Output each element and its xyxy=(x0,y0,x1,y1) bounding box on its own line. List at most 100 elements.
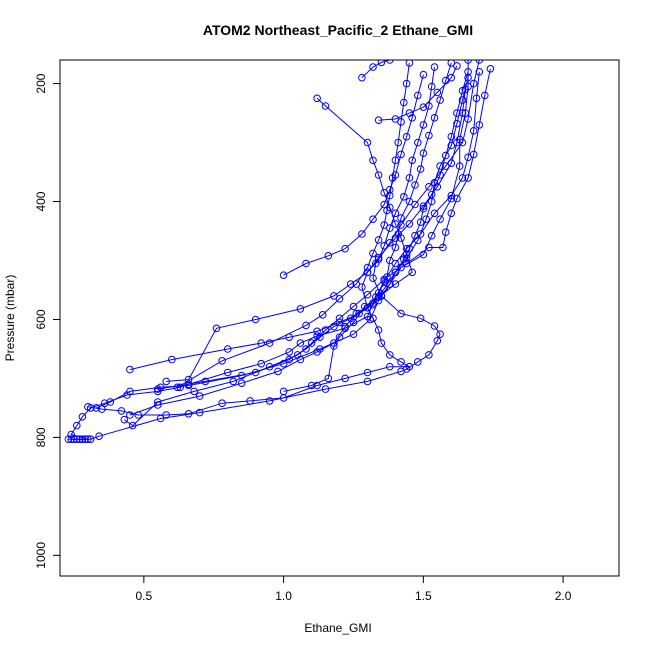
data-point xyxy=(380,221,389,229)
data-point xyxy=(427,82,436,91)
data-point xyxy=(464,115,472,123)
data-point xyxy=(265,397,274,405)
data-point xyxy=(441,151,450,160)
data-point xyxy=(458,174,467,182)
data-point xyxy=(363,263,372,272)
data-point xyxy=(469,150,478,159)
data-point xyxy=(414,138,422,147)
data-point xyxy=(447,141,456,150)
data-point xyxy=(402,79,411,88)
data-point xyxy=(223,368,232,377)
data-point xyxy=(439,243,447,252)
data-point xyxy=(126,387,134,396)
data-point xyxy=(341,374,349,383)
data-point xyxy=(414,358,422,366)
data-point xyxy=(318,311,327,319)
data-point xyxy=(472,94,481,103)
data-point xyxy=(391,156,400,165)
x-axis: 0.5 1.0 1.5 2.0 xyxy=(136,575,572,603)
data-point xyxy=(173,383,182,392)
data-point xyxy=(377,60,386,67)
data-point xyxy=(302,259,310,268)
data-point xyxy=(386,256,394,265)
x-tick-label: 1.0 xyxy=(275,589,292,603)
data-point xyxy=(313,381,321,390)
data-point xyxy=(402,132,411,141)
y-tick-label: 600 xyxy=(34,309,48,329)
data-point xyxy=(223,345,232,353)
data-point xyxy=(313,94,321,103)
data-point xyxy=(369,215,377,223)
data-point xyxy=(427,231,436,240)
data-point xyxy=(117,407,126,415)
data-point xyxy=(307,339,316,347)
data-point xyxy=(195,392,204,400)
data-point xyxy=(397,309,405,318)
data-point xyxy=(341,244,349,253)
data-point xyxy=(335,314,344,323)
data-point xyxy=(279,271,288,280)
data-point xyxy=(486,65,495,73)
data-point xyxy=(391,243,400,252)
data-point xyxy=(464,73,472,82)
chart-title: ATOM2 Northeast_Pacific_2 Ethane_GMI xyxy=(203,22,473,38)
data-point xyxy=(307,381,316,390)
data-point xyxy=(374,171,383,179)
series-line xyxy=(129,77,469,416)
data-point xyxy=(321,102,330,110)
data-point xyxy=(427,190,436,199)
data-point xyxy=(363,138,372,147)
data-point xyxy=(73,421,81,430)
data-point xyxy=(335,295,344,303)
data-point xyxy=(436,215,444,223)
data-point xyxy=(458,86,467,95)
data-point xyxy=(430,322,439,330)
data-point xyxy=(369,314,377,323)
data-point xyxy=(285,355,294,364)
data-point xyxy=(95,432,103,441)
data-point xyxy=(411,181,419,189)
data-point xyxy=(154,398,162,406)
data-point xyxy=(251,368,260,377)
data-point xyxy=(453,194,461,203)
data-point xyxy=(84,435,92,444)
data-point xyxy=(229,377,238,386)
data-point xyxy=(416,165,425,173)
data-point xyxy=(126,365,134,374)
data-point xyxy=(293,351,302,359)
data-point xyxy=(436,330,444,339)
y-tick-label: 200 xyxy=(34,73,48,93)
data-point xyxy=(195,408,204,417)
series-5 xyxy=(126,73,472,419)
data-point xyxy=(391,220,400,228)
data-point xyxy=(430,209,439,218)
data-point xyxy=(397,358,405,366)
data-point xyxy=(430,63,439,71)
data-point xyxy=(380,200,389,209)
data-point xyxy=(397,214,405,222)
data-point xyxy=(313,327,321,336)
data-point xyxy=(408,268,417,277)
data-point xyxy=(349,330,358,339)
data-point xyxy=(67,435,75,444)
data-point xyxy=(411,231,419,240)
data-point xyxy=(237,379,246,388)
series-line xyxy=(378,65,458,121)
data-point xyxy=(73,435,81,444)
data-point xyxy=(475,68,484,76)
series-6 xyxy=(120,65,495,430)
data-point xyxy=(162,377,170,386)
data-point xyxy=(447,73,456,82)
data-point xyxy=(386,280,394,288)
data-point xyxy=(397,150,405,159)
data-point xyxy=(369,249,377,258)
data-point xyxy=(405,174,414,182)
data-point xyxy=(481,91,489,100)
series-11 xyxy=(279,94,417,396)
data-point xyxy=(218,399,226,408)
data-point xyxy=(212,324,221,333)
data-point xyxy=(405,244,414,253)
data-point xyxy=(430,114,439,122)
series-line xyxy=(361,60,390,79)
data-point xyxy=(285,348,294,356)
